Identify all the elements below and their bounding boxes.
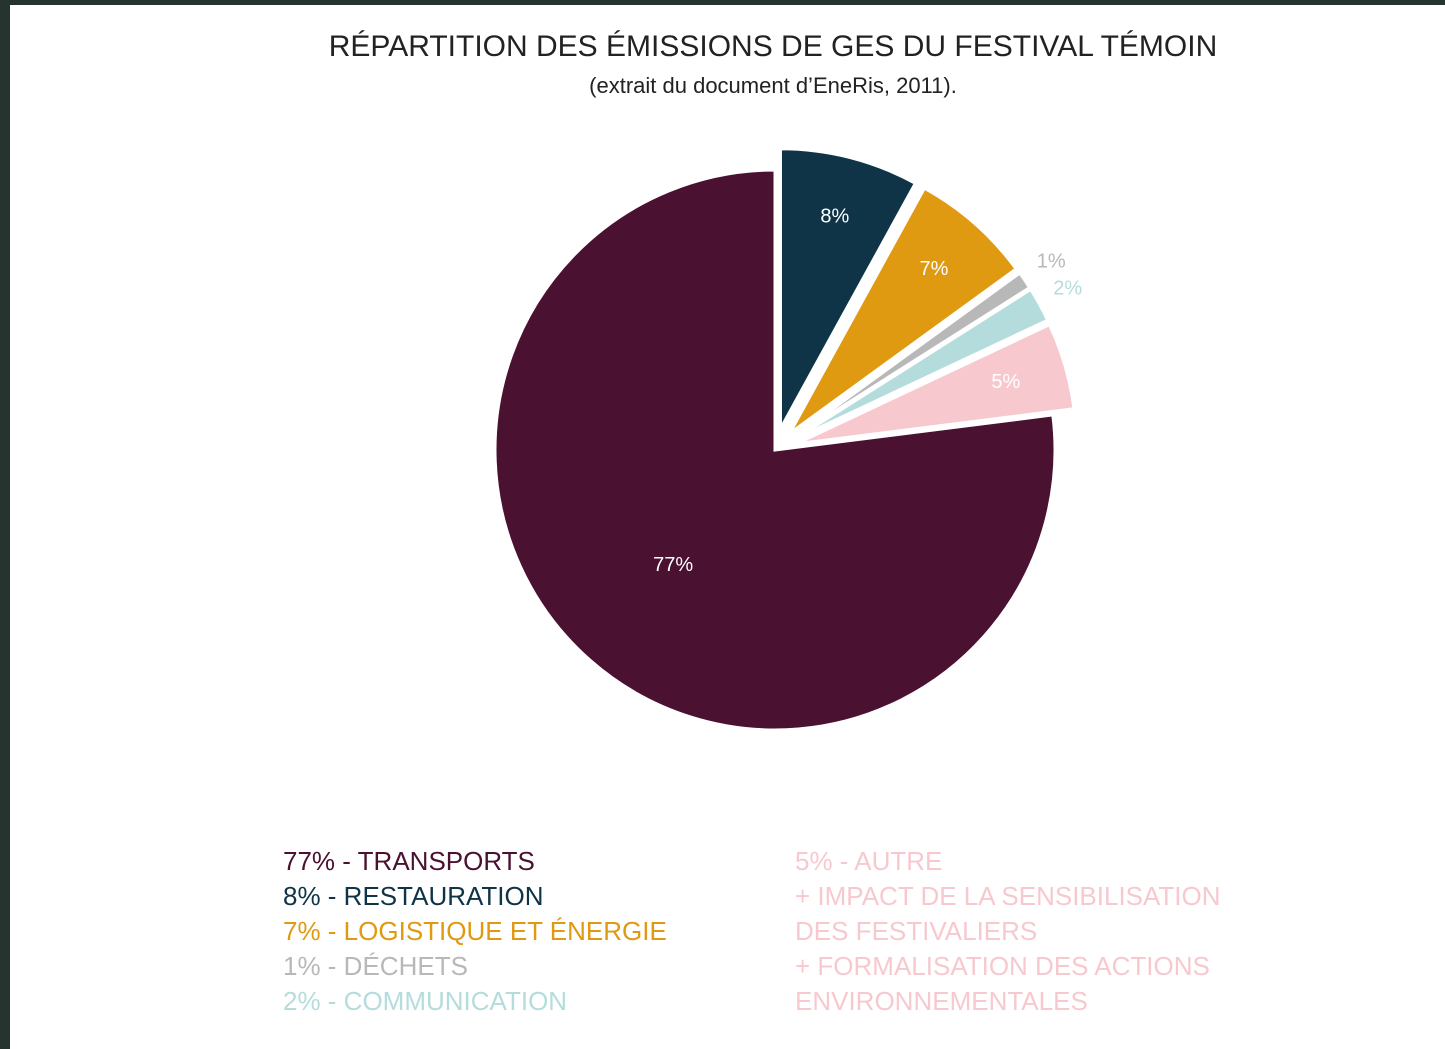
legend-label: 7% - LOGISTIQUE ET ÉNERGIE — [283, 916, 667, 946]
pie-slice — [793, 287, 1050, 441]
pie-slice — [778, 147, 918, 430]
legend-label: 77% - TRANSPORTS — [283, 846, 535, 876]
slice-label: 8% — [820, 205, 849, 227]
chart-title: RÉPARTITION DES ÉMISSIONS DE GES DU FEST… — [329, 30, 1218, 63]
legend-label: 1% - DÉCHETS — [283, 951, 468, 981]
legend-note: DES FESTIVALIERS — [795, 916, 1037, 946]
legend-label: 2% - COMMUNICATION — [283, 986, 567, 1016]
slice-label: 7% — [920, 258, 949, 280]
slice-label: 2% — [1053, 277, 1082, 299]
legend-note: + FORMALISATION DES ACTIONS — [795, 951, 1210, 981]
legend-label: 8% - RESTAURATION — [283, 881, 544, 911]
slice-label: 1% — [1037, 251, 1066, 273]
chart-subtitle: (extrait du document d’EneRis, 2011). — [589, 73, 957, 98]
pie-slice — [795, 322, 1076, 446]
slice-label: 77% — [653, 554, 693, 576]
legend-note: + IMPACT DE LA SENSIBILISATION — [795, 881, 1221, 911]
pie-slice — [792, 270, 1032, 439]
slice-label: 5% — [991, 371, 1020, 393]
legend-label: 5% - AUTRE — [795, 846, 942, 876]
pie-slice — [493, 168, 1057, 732]
pie-slice — [788, 186, 1019, 435]
legend-note: ENVIRONNEMENTALES — [795, 986, 1088, 1016]
